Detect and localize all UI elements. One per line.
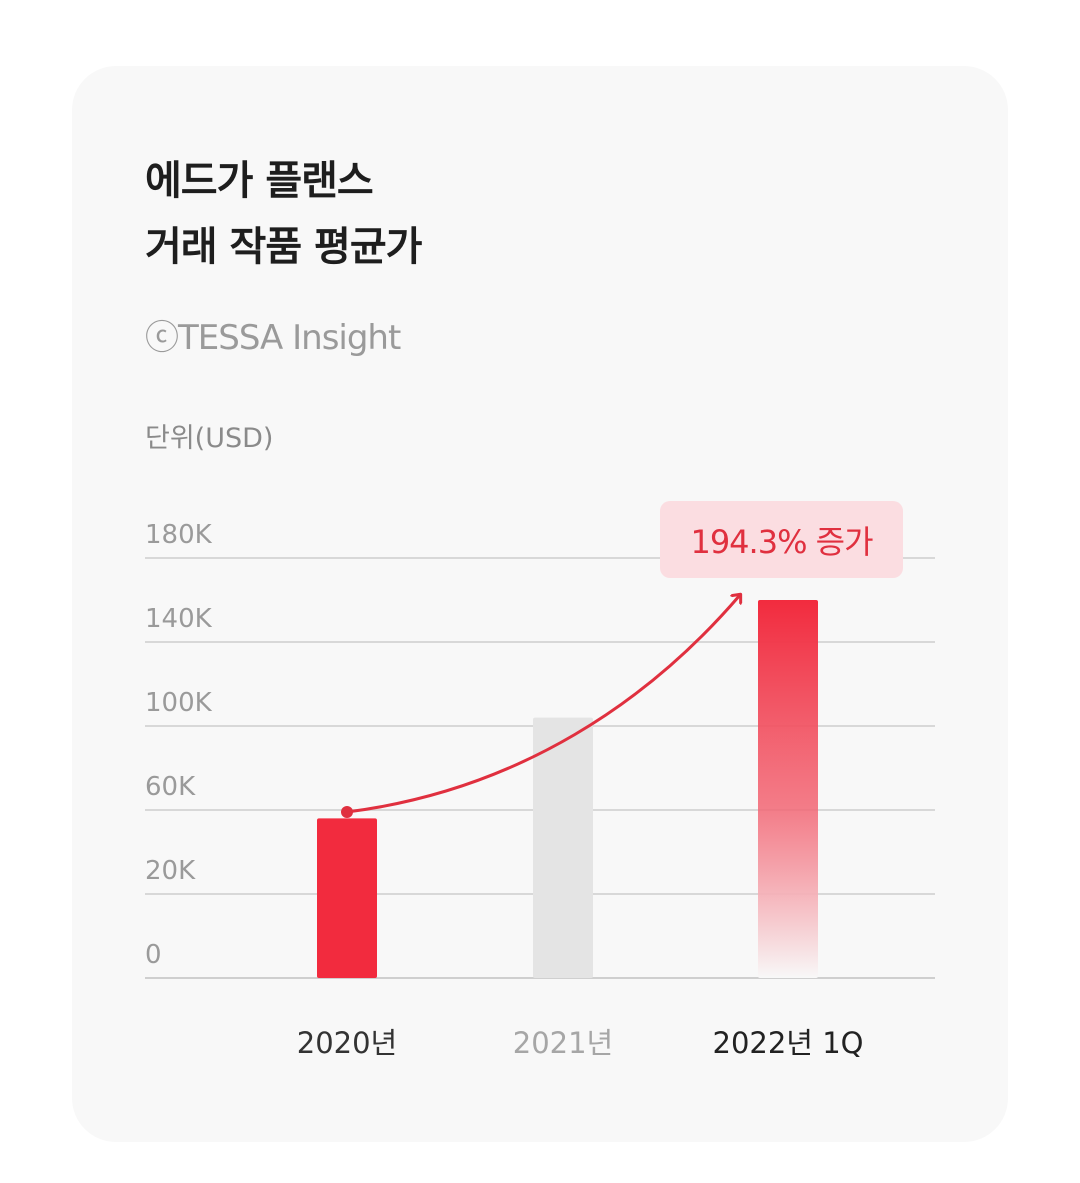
x-axis-labels: 2020년 2021년 2022년 1Q — [297, 1026, 864, 1060]
copyright-text: ⓒTESSA Insight — [145, 318, 401, 358]
unit-label: 단위(USD) — [145, 423, 274, 454]
growth-arrow — [346, 595, 740, 814]
x-tick-label: 2021년 — [513, 1026, 613, 1060]
y-tick-label: 60K — [145, 772, 196, 802]
bar-1 — [317, 818, 377, 978]
growth-arrow-start-dot — [341, 806, 353, 818]
bars — [317, 600, 818, 978]
y-tick-label: 180K — [145, 520, 213, 550]
chart-title: 에드가 플랜스 거래 작품 평균가 — [145, 148, 422, 280]
y-tick-label: 100K — [145, 688, 213, 718]
bar-2 — [533, 717, 593, 978]
chart-title-line-1: 에드가 플랜스 — [145, 158, 374, 204]
y-tick-label: 0 — [145, 940, 162, 970]
chart-title-line-2: 거래 작품 평균가 — [145, 224, 422, 270]
y-axis-ticks: 0 20K 60K 100K 140K 180K — [145, 520, 213, 970]
growth-callout: 194.3% 증가 — [660, 501, 903, 578]
y-tick-label: 140K — [145, 604, 213, 634]
bar-3 — [758, 600, 818, 978]
x-tick-label: 2020년 — [297, 1026, 397, 1060]
x-tick-label: 2022년 1Q — [713, 1026, 864, 1060]
y-tick-label: 20K — [145, 856, 196, 886]
